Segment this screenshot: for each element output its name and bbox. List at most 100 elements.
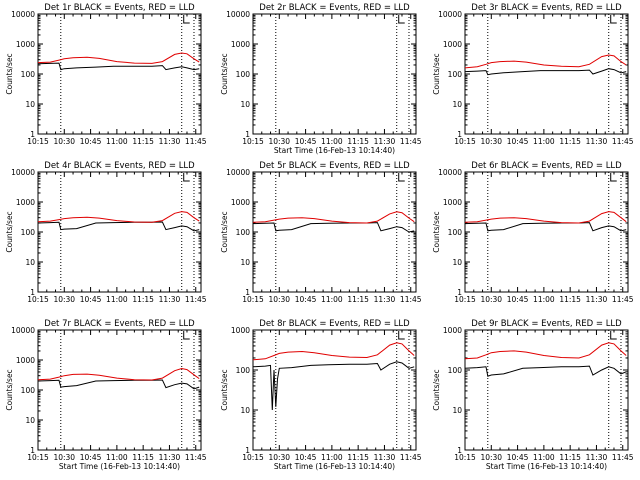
y-tick-label: 100 — [448, 70, 463, 79]
panel-title: Det 1r BLACK = Events, RED = LLD — [44, 3, 195, 13]
x-tick-label: 11:45 — [400, 295, 422, 304]
x-tick-label: 11:15 — [347, 295, 369, 304]
panel-title: Det 5r BLACK = Events, RED = LLD — [259, 161, 410, 171]
x-tick-label: 10:30 — [480, 137, 502, 146]
panel-6: Det 6r BLACK = Events, RED = LLD 1 10 100 10… — [432, 161, 634, 304]
panel-title: Det 3r BLACK = Events, RED = LLD — [471, 3, 622, 13]
x-tick-label: 11:30 — [586, 453, 608, 462]
x-tick-label: 11:30 — [374, 137, 396, 146]
x-tick-label: 10:30 — [480, 295, 502, 304]
x-tick-label: 11:45 — [185, 137, 207, 146]
y-tick-label: 10 — [452, 406, 462, 415]
y-axis-label: Counts/sec — [432, 211, 441, 252]
x-tick-label: 11:45 — [400, 453, 422, 462]
x-tick-label: 10:30 — [53, 137, 75, 146]
plot-frame — [37, 13, 202, 135]
y-tick-label: 10000 — [11, 326, 35, 335]
event-marker — [183, 331, 190, 340]
series-black — [252, 361, 415, 411]
y-tick-label: 1000 — [443, 198, 462, 207]
x-tick-label: 10:30 — [268, 453, 290, 462]
x-tick-label: 11:45 — [185, 453, 207, 462]
panel-5: Det 5r BLACK = Events, RED = LLD 1 10 100 10… — [220, 161, 422, 304]
x-tick-label: 11:30 — [374, 295, 396, 304]
x-tick-label: 11:00 — [106, 295, 128, 304]
x-tick-label: 10:45 — [80, 137, 102, 146]
y-tick-label: 10 — [240, 100, 250, 109]
y-tick-label: 10000 — [226, 168, 250, 177]
x-tick-label: 11:15 — [132, 453, 154, 462]
series-red — [37, 211, 200, 223]
x-tick-label: 10:30 — [53, 453, 75, 462]
series-black — [37, 62, 200, 71]
series-black — [37, 379, 200, 390]
series-black — [464, 68, 627, 76]
y-tick-label: 100 — [236, 70, 251, 79]
y-tick-label: 100 — [448, 228, 463, 237]
y-tick-label: 1000 — [16, 198, 35, 207]
y-tick-label: 10 — [452, 258, 462, 267]
y-tick-label: 1000 — [231, 40, 250, 49]
x-tick-label: 11:30 — [586, 295, 608, 304]
y-tick-label: 100 — [448, 366, 463, 375]
panel-7: Det 7r BLACK = Events, RED = LLD 1 10 100 10… — [5, 319, 207, 471]
panel-1: Det 1r BLACK = Events, RED = LLD 1 10 100 10… — [5, 3, 207, 146]
x-tick-label: 10:15 — [454, 137, 476, 146]
y-tick-label: 100 — [236, 366, 251, 375]
x-tick-label: 10:30 — [53, 295, 75, 304]
plot-frame — [252, 13, 417, 135]
y-tick-label: 1000 — [231, 198, 250, 207]
series-red — [252, 342, 415, 361]
x-tick-label: 11:45 — [185, 295, 207, 304]
y-tick-label: 10 — [240, 258, 250, 267]
y-tick-label: 10000 — [11, 10, 35, 19]
y-axis-label: Counts/sec — [220, 369, 229, 410]
y-axis-label: Counts/sec — [220, 211, 229, 252]
panel-4: Det 4r BLACK = Events, RED = LLD 1 10 100 10… — [5, 161, 207, 304]
y-axis-label: Counts/sec — [5, 53, 14, 94]
y-tick-label: 10000 — [438, 10, 462, 19]
x-tick-label: 11:00 — [533, 137, 555, 146]
y-tick-label: 100 — [21, 70, 36, 79]
panel-title: Det 8r BLACK = Events, RED = LLD — [259, 319, 410, 329]
y-tick-label: 10 — [25, 416, 35, 425]
x-tick-label: 10:45 — [295, 453, 317, 462]
series-red — [37, 52, 200, 64]
x-axis-label: Start Time (16-Feb-13 10:14:40) — [59, 462, 180, 471]
x-axis-label: Start Time (16-Feb-13 10:14:40) — [274, 146, 395, 155]
y-tick-label: 10000 — [11, 168, 35, 177]
panel-title: Det 9r BLACK = Events, RED = LLD — [471, 319, 622, 329]
y-tick-label: 1000 — [231, 326, 250, 335]
y-tick-label: 1 — [457, 130, 462, 139]
x-tick-label: 10:15 — [454, 453, 476, 462]
plot-frame — [37, 171, 202, 293]
y-tick-label: 100 — [236, 228, 251, 237]
y-tick-label: 1000 — [443, 326, 462, 335]
y-tick-label: 1 — [457, 288, 462, 297]
y-tick-label: 10 — [240, 406, 250, 415]
x-tick-label: 11:45 — [400, 137, 422, 146]
panel-3: Det 3r BLACK = Events, RED = LLD 1 10 100 10… — [432, 3, 634, 146]
event-marker — [610, 173, 617, 182]
y-tick-label: 1 — [245, 130, 250, 139]
panel-title: Det 2r BLACK = Events, RED = LLD — [259, 3, 410, 13]
x-tick-label: 11:30 — [159, 137, 181, 146]
x-tick-label: 10:45 — [507, 137, 529, 146]
x-tick-label: 11:15 — [132, 137, 154, 146]
x-tick-label: 10:15 — [242, 453, 264, 462]
panel-title: Det 6r BLACK = Events, RED = LLD — [471, 161, 622, 171]
y-tick-label: 1000 — [16, 356, 35, 365]
x-axis-label: Start Time (16-Feb-13 10:14:40) — [486, 462, 607, 471]
y-axis-label: Counts/sec — [220, 53, 229, 94]
event-marker — [183, 173, 190, 182]
event-marker — [398, 15, 405, 24]
x-tick-label: 10:15 — [242, 295, 264, 304]
series-red — [464, 342, 627, 360]
x-tick-label: 11:00 — [321, 137, 343, 146]
y-axis-label: Counts/sec — [432, 369, 441, 410]
y-tick-label: 10 — [25, 258, 35, 267]
series-red — [252, 211, 415, 224]
x-tick-label: 10:45 — [507, 453, 529, 462]
panel-2: Det 2r BLACK = Events, RED = LLD 1 10 100 10… — [220, 3, 422, 155]
